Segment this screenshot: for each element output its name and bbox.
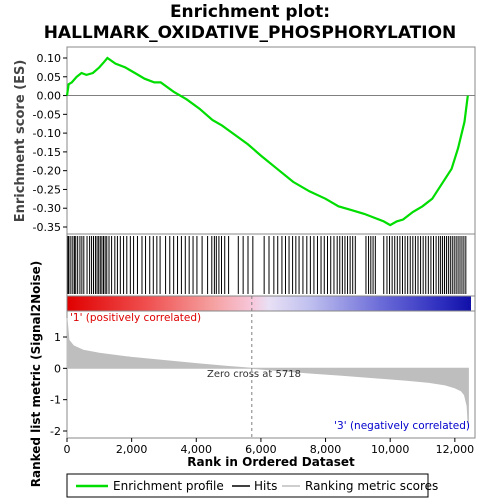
rank-color-bar <box>66 295 476 312</box>
es-y-tick-label: 0.10 <box>37 52 62 65</box>
ranked-metric-panel: 1 0 -1 -2 '1' (positively correlated) '3' (… <box>29 261 476 488</box>
es-y-tick-label: -0.35 <box>33 221 61 234</box>
es-y-tick-label: -0.20 <box>33 165 61 178</box>
enrichment-profile-line <box>65 56 469 227</box>
es-panel: 0.10 0.05 0.00 -0.05 -0.10 -0.15 -0.20 -0.25 -0.… <box>13 46 476 235</box>
metric-y-tick-label: -2 <box>50 425 61 438</box>
x-tick-label: 6,000 <box>245 443 277 456</box>
x-axis-label: Rank in Ordered Dataset <box>187 455 355 469</box>
metric-y-tick-label: 1 <box>54 331 61 344</box>
x-tick-label: 10,000 <box>371 443 410 456</box>
es-y-tick-label: -0.10 <box>33 127 61 140</box>
x-tick-label: 2,000 <box>116 443 148 456</box>
es-panel-frame <box>66 46 476 235</box>
legend: Enrichment profile Hits Ranking metric s… <box>66 473 438 498</box>
legend-hits-label: Hits <box>254 479 277 493</box>
negative-correlation-label: '3' (negatively correlated) <box>334 420 470 432</box>
plot-title-line2: HALLMARK_OXIDATIVE_PHOSPHORYLATION <box>44 23 457 43</box>
legend-enrichment-profile-label: Enrichment profile <box>113 479 224 493</box>
es-y-tick-label: 0.00 <box>37 90 62 103</box>
x-tick-label: 8,000 <box>310 443 342 456</box>
metric-y-tick-label: 0 <box>54 362 61 375</box>
hits-lines <box>67 236 467 294</box>
x-axis-ticks: 0 2,000 4,000 6,000 8,000 10,000 12,000 <box>64 438 475 456</box>
ranking-metric-area <box>66 318 469 428</box>
hits-panel <box>66 233 476 297</box>
es-y-tick-label: -0.15 <box>33 146 61 159</box>
plot-title-line1: Enrichment plot: <box>170 2 330 22</box>
x-tick-label: 0 <box>64 443 71 456</box>
es-y-tick-label: -0.30 <box>33 202 61 215</box>
metric-y-tick-label: -1 <box>50 394 61 407</box>
zero-cross-label: Zero cross at 5718 <box>207 369 301 380</box>
legend-ranking-metric-label: Ranking metric scores <box>305 479 438 493</box>
color-gradient-strip <box>67 296 471 311</box>
metric-y-axis-label: Ranked list metric (Signal2Noise) <box>29 261 43 488</box>
x-tick-label: 12,000 <box>436 443 475 456</box>
es-y-tick-label: -0.25 <box>33 183 61 196</box>
es-y-tick-label: 0.05 <box>37 71 62 84</box>
positive-correlation-label: '1' (positively correlated) <box>70 312 201 324</box>
x-tick-label: 4,000 <box>181 443 213 456</box>
es-y-tick-label: -0.05 <box>33 108 61 121</box>
metric-y-ticks: 1 0 -1 -2 <box>50 331 67 438</box>
es-y-axis-label: Enrichment score (ES) <box>13 60 28 223</box>
es-y-ticks: 0.10 0.05 0.00 -0.05 -0.10 -0.15 -0.20 -0.25 -0.… <box>33 52 67 234</box>
hits-panel-frame <box>66 233 476 297</box>
